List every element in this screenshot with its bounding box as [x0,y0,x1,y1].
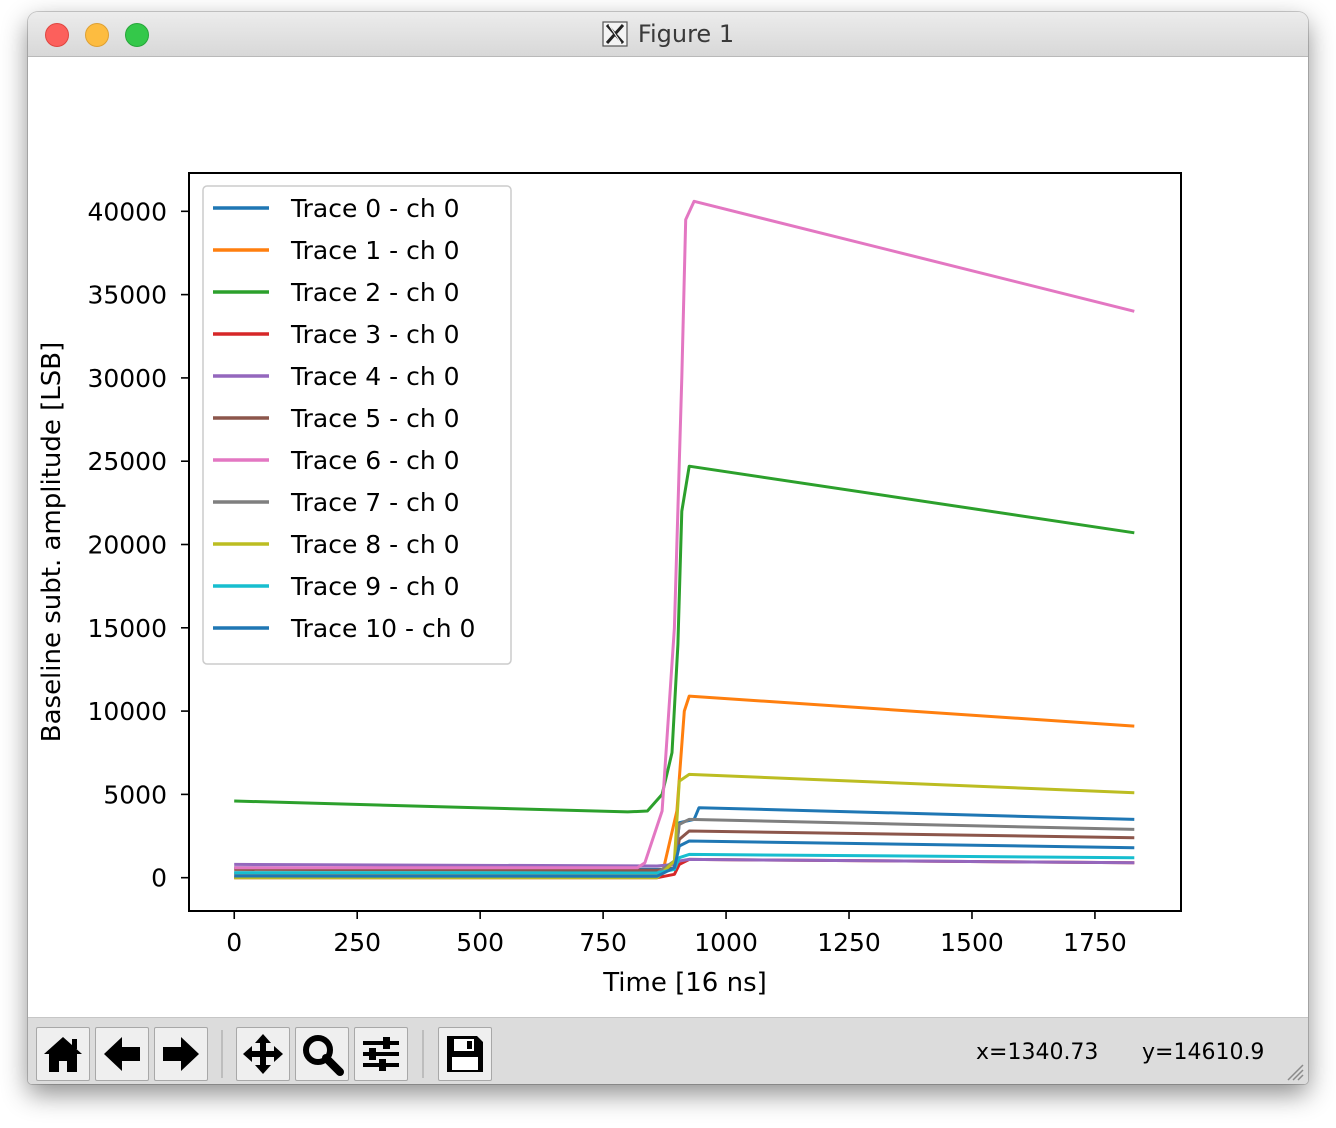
zoom-button[interactable] [295,1027,349,1081]
axes-frame [188,172,1182,912]
figure-window: Figure 1 0 250 500 750 1000 1250 1500 1750 0 5000… [28,12,1308,1084]
title-bar[interactable]: Figure 1 [28,12,1308,57]
y-tick-label: 25000 [87,447,167,476]
x-tick-label: 750 [579,928,627,957]
legend-label-trace-1: Trace 1 - ch 0 [290,236,460,265]
x-tick-label: 1750 [1063,928,1127,957]
line-chart[interactable]: 0 250 500 750 1000 1250 1500 1750 0 5000 10000 1500… [28,57,1308,1017]
x-coordinate-readout: x=1340.73 [976,1040,1099,1065]
minimize-window-button[interactable] [85,23,109,47]
x-tick-label: 1500 [940,928,1004,957]
close-window-button[interactable] [45,23,69,47]
x-tick-label: 500 [456,928,504,957]
pan-button[interactable] [236,1027,290,1081]
series-line-trace-8 [234,772,1135,880]
y-tick-label: 30000 [87,364,167,393]
arrow-right-icon [163,1037,199,1071]
toolbar-separator [221,1030,223,1078]
window-title: Figure 1 [637,20,735,48]
x-axis-label: Time [16 ns] [602,968,767,998]
y-tick-label: 35000 [87,281,167,310]
legend-label-trace-6: Trace 6 - ch 0 [290,446,460,475]
home-icon [44,1037,82,1072]
configure-subplots-button[interactable] [354,1027,408,1081]
legend-label-trace-3: Trace 3 - ch 0 [290,320,460,349]
legend-label-trace-4: Trace 4 - ch 0 [290,362,460,391]
y-tick-label: 15000 [87,614,167,643]
y-axis-label: Baseline subt. amplitude [LSB] [37,342,67,743]
x-tick-label: 250 [333,928,381,957]
move-icon [243,1034,283,1074]
y-tick-label: 0 [151,864,167,893]
x-tick-label: 1000 [694,928,758,957]
series-line-trace-10 [234,839,1135,878]
x11-icon [602,21,628,47]
window-title-group: Figure 1 [28,12,1308,56]
floppy-disk-icon [447,1036,483,1072]
series-line-trace-6 [234,199,1135,870]
y-tick-label: 40000 [87,197,167,226]
series-line-trace-1 [234,694,1135,877]
toolbar-separator [422,1030,424,1078]
series-line-trace-2 [234,464,1135,814]
resize-grip-icon[interactable] [1282,1059,1304,1081]
legend-label-trace-7: Trace 7 - ch 0 [290,488,460,517]
arrow-left-icon [104,1037,140,1071]
legend-label-trace-10: Trace 10 - ch 0 [290,614,475,643]
x-tick-label: 0 [226,928,242,957]
figure-canvas[interactable]: 0 250 500 750 1000 1250 1500 1750 0 5000 10000 1500… [28,57,1308,1017]
legend-label-trace-2: Trace 2 - ch 0 [290,278,460,307]
y-tick-label: 10000 [87,697,167,726]
y-tick-label: 20000 [87,530,167,559]
legend-label-trace-0: Trace 0 - ch 0 [290,194,460,223]
y-tick-label: 5000 [103,780,167,809]
x-tick-label: 1250 [817,928,881,957]
y-coordinate-readout: y=14610.9 [1142,1040,1265,1065]
legend-label-trace-8: Trace 8 - ch 0 [290,530,460,559]
zoom-window-button[interactable] [125,23,149,47]
legend-label-trace-5: Trace 5 - ch 0 [290,404,460,433]
sliders-icon [363,1037,399,1071]
forward-button[interactable] [154,1027,208,1081]
legend-box [202,185,512,665]
back-button[interactable] [95,1027,149,1081]
legend-label-trace-9: Trace 9 - ch 0 [290,572,460,601]
navigation-toolbar: x=1340.73 y=14610.9 [28,1017,1308,1084]
save-button[interactable] [438,1027,492,1081]
magnifier-icon [303,1035,344,1076]
home-button[interactable] [36,1027,90,1081]
